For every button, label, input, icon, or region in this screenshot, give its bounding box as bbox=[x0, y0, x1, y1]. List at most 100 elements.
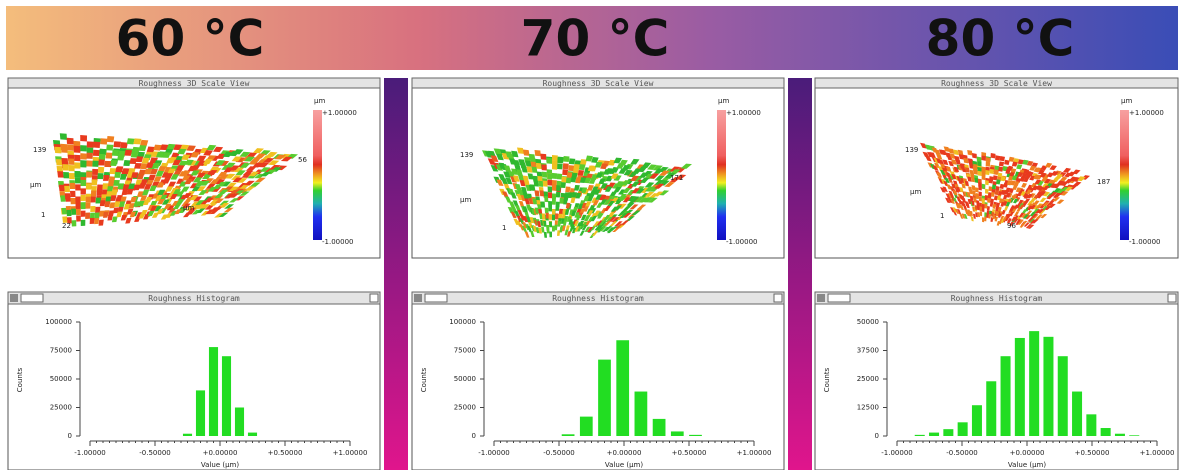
y-axis-label: Counts bbox=[16, 367, 24, 392]
surface-cell bbox=[198, 190, 208, 195]
surface-cell bbox=[547, 192, 552, 199]
y-tick-label: 0 bbox=[875, 432, 879, 440]
surface-cell bbox=[972, 213, 976, 219]
surface-cell bbox=[993, 169, 999, 176]
surface-cell bbox=[581, 187, 588, 194]
surface-cell bbox=[537, 176, 543, 183]
bar bbox=[652, 418, 666, 436]
surface-cell bbox=[567, 231, 572, 237]
surface-cell bbox=[129, 211, 137, 218]
surface-cell bbox=[985, 161, 991, 167]
surface-cell bbox=[522, 192, 529, 199]
surface-cell bbox=[973, 163, 978, 170]
surface-cell bbox=[522, 206, 528, 213]
surface-cell bbox=[581, 202, 588, 209]
surface-cell bbox=[1029, 175, 1036, 181]
surface-cell bbox=[571, 192, 577, 198]
surface-cell bbox=[151, 163, 161, 169]
surface-cell bbox=[252, 148, 264, 154]
surface-cell bbox=[90, 190, 97, 197]
surface-cell bbox=[952, 197, 958, 203]
surface-cell bbox=[1017, 191, 1023, 197]
surface-cell bbox=[86, 152, 93, 159]
surface-cell bbox=[510, 192, 517, 199]
surface-cell bbox=[530, 231, 535, 238]
y-tick-label: 100000 bbox=[45, 318, 72, 326]
surface-cell bbox=[967, 149, 973, 156]
bar bbox=[208, 347, 219, 436]
surface-cell bbox=[644, 191, 655, 197]
surface-cell bbox=[526, 216, 532, 223]
surface-cell bbox=[122, 184, 130, 191]
surface-cell bbox=[1034, 179, 1042, 185]
surface-cell bbox=[1032, 208, 1040, 214]
surface-cell bbox=[117, 206, 124, 213]
surface-cell bbox=[606, 214, 615, 220]
surface-cell bbox=[630, 181, 640, 187]
surface-cell bbox=[591, 157, 599, 163]
x-tick-label: +0.50000 bbox=[268, 449, 303, 457]
surface-cell bbox=[514, 210, 520, 217]
surface-cell bbox=[573, 220, 579, 227]
surface-cell bbox=[1000, 215, 1005, 221]
surface-cell bbox=[94, 217, 100, 225]
surface-cell bbox=[149, 168, 158, 175]
x-tick-label: +0.00000 bbox=[203, 449, 238, 457]
surface-cell bbox=[512, 159, 520, 167]
surface-cell bbox=[564, 209, 570, 215]
surface-cell bbox=[510, 211, 517, 219]
surface-cell bbox=[156, 208, 164, 215]
surface-cell bbox=[1049, 183, 1057, 188]
surface-cell bbox=[1051, 171, 1059, 176]
surface-cell bbox=[598, 220, 606, 226]
surface-cell bbox=[165, 186, 174, 192]
surface-cell bbox=[552, 172, 558, 179]
surface-cell bbox=[54, 146, 62, 154]
surface-cell bbox=[138, 169, 147, 176]
surface-cell bbox=[163, 203, 172, 209]
surface-cell bbox=[1040, 213, 1048, 219]
surface-cell bbox=[989, 168, 995, 175]
surface-cell bbox=[242, 170, 254, 176]
surface-cell bbox=[75, 203, 81, 210]
surface-cell bbox=[576, 222, 582, 228]
surface-cell bbox=[977, 161, 982, 167]
surface-cell bbox=[233, 167, 245, 173]
bar bbox=[1043, 336, 1054, 436]
surface-cell bbox=[239, 162, 251, 168]
surface-cell bbox=[1011, 161, 1018, 167]
surface-cell bbox=[157, 166, 167, 172]
surface-cell bbox=[573, 163, 580, 170]
surface-cell bbox=[563, 216, 569, 222]
surface-cell bbox=[537, 221, 542, 228]
surface-cell bbox=[934, 149, 941, 156]
bar bbox=[1057, 356, 1068, 436]
surface-cell bbox=[535, 162, 542, 170]
surface-cell bbox=[959, 204, 964, 211]
surface-cell bbox=[512, 200, 519, 207]
surface-cell bbox=[1072, 177, 1082, 182]
surface-cell bbox=[169, 210, 178, 216]
surface-cell bbox=[541, 226, 545, 233]
surface-cell bbox=[92, 149, 100, 157]
surface-cell bbox=[146, 146, 156, 153]
x-tick-label: +1.00000 bbox=[1140, 449, 1175, 457]
surface-cell bbox=[1003, 182, 1009, 188]
chart-title: Roughness Histogram bbox=[552, 294, 644, 303]
x-tick-label: -1.00000 bbox=[74, 449, 105, 457]
bar bbox=[957, 422, 968, 436]
surface-cell bbox=[680, 163, 692, 169]
surface-cell bbox=[571, 210, 577, 217]
surface-cell bbox=[1035, 185, 1043, 191]
axis-label: 1 bbox=[940, 212, 944, 220]
title-bar bbox=[814, 77, 1179, 89]
surface-cell bbox=[218, 189, 229, 195]
surface-cell bbox=[1005, 169, 1011, 175]
surface-cell bbox=[213, 146, 224, 153]
surface-cell bbox=[984, 216, 987, 222]
surface-cell bbox=[502, 191, 509, 198]
surface-cell bbox=[1049, 191, 1058, 197]
surface-cell bbox=[557, 163, 563, 170]
surface-cell bbox=[1052, 196, 1060, 202]
surface-cell bbox=[1042, 185, 1050, 191]
